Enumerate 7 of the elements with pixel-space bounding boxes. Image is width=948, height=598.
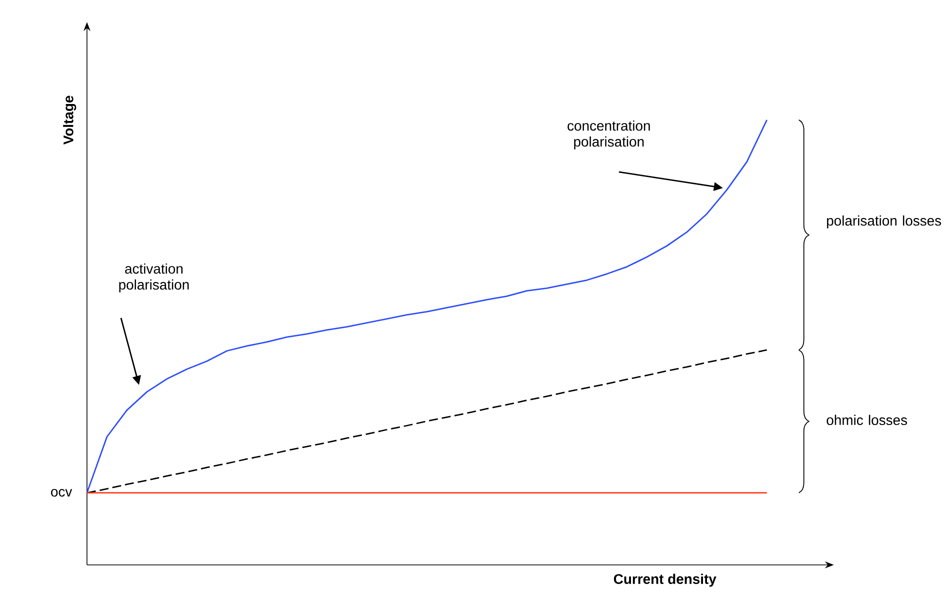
text: polarisation losses [827, 216, 942, 228]
x-axis-title: Current density [614, 574, 716, 587]
text: ohmic losses [826, 414, 908, 426]
annotation: activation polarisation [119, 264, 189, 292]
series-label: ocv [51, 489, 72, 497]
annotation: concentration polarisation [568, 120, 650, 150]
y-axis-title: Voltage [63, 96, 76, 145]
